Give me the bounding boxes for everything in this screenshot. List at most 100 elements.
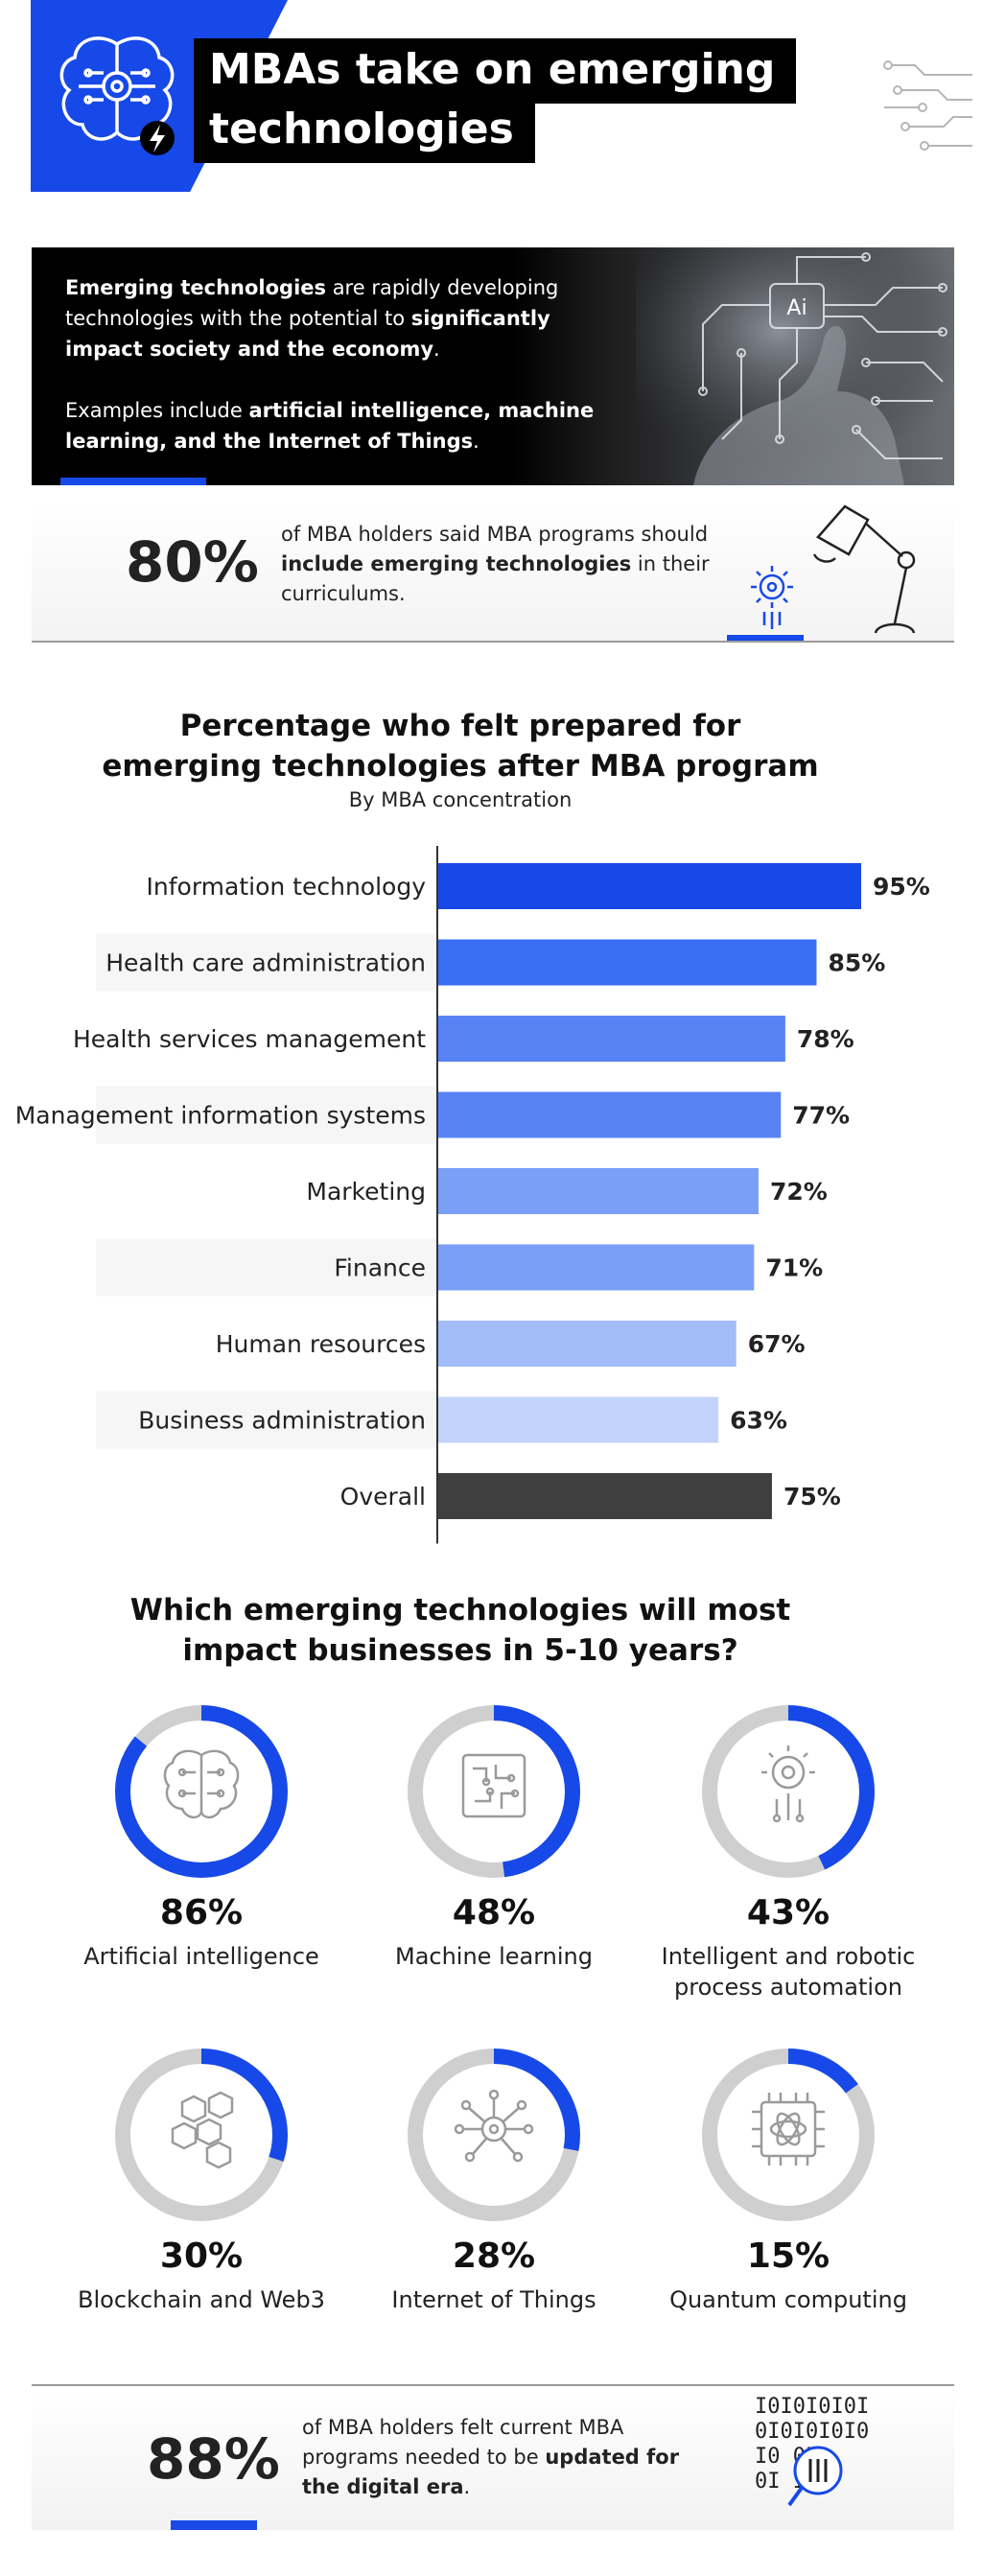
donut-item: 86% Artificial intelligence: [58, 1705, 345, 2050]
value-label: 77%: [792, 1102, 850, 1130]
donut-value-arc: [115, 1705, 288, 1878]
donut-percent: 15%: [746, 2236, 830, 2276]
bar: [437, 1091, 782, 1138]
donut-value-arc: [408, 2049, 580, 2221]
impact-title: Which emerging technologies will most im…: [129, 1593, 791, 1668]
ai-hand-circuit-image: Ai: [636, 247, 954, 485]
brain-bolt-icon: [59, 36, 175, 155]
bar: [437, 1168, 759, 1214]
header: MBAs take on emerging technologies: [0, 0, 982, 201]
brain-icon: [163, 1749, 240, 1819]
value-label: 95%: [873, 873, 930, 901]
value-label: 72%: [770, 1178, 828, 1206]
category-label: Marketing: [306, 1178, 426, 1206]
page-title-line-1: MBAs take on emerging: [194, 38, 797, 104]
circuit-board-icon: [461, 1753, 526, 1818]
category-label: Health services management: [73, 1025, 426, 1053]
chart-subtitle: By MBA concentration: [348, 788, 573, 811]
network-hub-icon: [454, 2089, 534, 2163]
bar: [437, 1473, 772, 1519]
donut-chart: [702, 1705, 875, 1878]
donut-label: Intelligent and robotic process automati…: [661, 1943, 916, 2001]
page-title-line-2: technologies: [194, 98, 535, 163]
row-band: [96, 1315, 437, 1372]
donut-item: 48% Machine learning: [350, 1705, 638, 2050]
value-label: 85%: [828, 949, 885, 977]
binary-magnifier-icon: I0I0I0I0I 0I0I0I0I0 I0 0I 0I I0: [755, 2395, 869, 2507]
donut-percent: 28%: [452, 2236, 536, 2276]
intro-text: Emerging technologies are rapidly develo…: [65, 272, 602, 457]
stat-80-section: 80% of MBA holders said MBA programs sho…: [32, 499, 954, 643]
category-label: Business administration: [138, 1407, 426, 1435]
row-band: [96, 1086, 437, 1144]
category-label: Human resources: [216, 1330, 426, 1358]
category-label: Information technology: [147, 873, 427, 901]
bar: [437, 1016, 785, 1062]
donut-percent: 86%: [159, 1893, 244, 1932]
stat-description: of MBA holders said MBA programs should …: [281, 520, 732, 609]
circuit-lines-icon: [883, 60, 972, 151]
blue-accent-tab: [60, 478, 206, 485]
value-label: 75%: [783, 1483, 841, 1510]
desk-lamp-gear-icon: [727, 504, 916, 643]
blue-accent-tab: [171, 2520, 257, 2530]
donut-label: Artificial intelligence: [83, 1943, 319, 1970]
stat-value: 80%: [126, 529, 259, 595]
value-label: 63%: [730, 1407, 787, 1435]
bar: [437, 1244, 755, 1291]
stat-text-span: of MBA holders felt current MBA programs…: [302, 2416, 624, 2469]
bar: [437, 1321, 736, 1367]
stat-88-section: 88% of MBA holders felt current MBA prog…: [32, 2386, 954, 2530]
bar: [437, 939, 817, 986]
divider-line: [32, 2384, 954, 2386]
donut-chart: [115, 2049, 288, 2221]
donut-label: Quantum computing: [669, 2286, 907, 2313]
ai-chip-label: Ai: [786, 296, 807, 320]
donut-chart: [115, 1705, 288, 1878]
donut-label: Machine learning: [394, 1943, 593, 1970]
category-label: Management information systems: [15, 1102, 426, 1130]
row-band: [96, 933, 437, 992]
row-band: [96, 1238, 437, 1297]
stat-text-span: of MBA holders said MBA programs should: [281, 523, 709, 546]
bar: [437, 1396, 719, 1443]
category-label: Health care administration: [105, 949, 426, 977]
stat-text-span: in their curriculums.: [281, 552, 710, 605]
donut-percent: 43%: [746, 1893, 830, 1932]
intro-text-span: .: [473, 430, 479, 453]
binary-row: 0I0I0I0I0: [755, 2420, 869, 2444]
intro-bold-impact: significantly impact society and the eco…: [65, 307, 550, 361]
donut-percent: 30%: [159, 2236, 244, 2276]
donut-label: Blockchain and Web3: [78, 2286, 325, 2313]
stat-bold-span: updated for the digital era: [302, 2446, 680, 2498]
donut-percent: 48%: [452, 1893, 536, 1932]
value-label: 67%: [748, 1330, 806, 1358]
value-label: 78%: [797, 1025, 854, 1053]
row-band: [96, 1162, 437, 1220]
bar-chart: Information technology 95% Health care adm…: [15, 846, 930, 1544]
intro-paragraph-2: Examples include artificial intelligence…: [65, 395, 602, 457]
donut-item: 28% Internet of Things: [350, 2049, 638, 2394]
bar: [437, 863, 861, 909]
donut-value-arc: [115, 2049, 288, 2221]
blocks-icon: [171, 2091, 234, 2169]
stat-value: 88%: [147, 2426, 280, 2492]
stat-bold-span: include emerging technologies: [281, 552, 632, 575]
row-band: [96, 1467, 437, 1525]
row-band: [96, 857, 437, 915]
row-band: [96, 1391, 437, 1449]
intro-bold-examples: artificial intelligence, machine learnin…: [65, 399, 595, 453]
donut-label: Internet of Things: [391, 2286, 596, 2313]
value-label: 71%: [765, 1254, 823, 1282]
donut-item: 43% Intelligent and robotic process autom…: [644, 1705, 932, 2050]
gear-circuit-icon: [761, 1745, 815, 1823]
divider-line: [32, 641, 954, 643]
intro-banner: Emerging technologies are rapidly develo…: [32, 247, 954, 485]
donut-chart: [408, 1705, 580, 1878]
atom-chip-icon: [752, 2093, 825, 2166]
donut-value-arc: [702, 1705, 875, 1878]
donut-item: 30% Blockchain and Web3: [58, 2049, 345, 2394]
chart-title: Percentage who felt prepared for emergin…: [102, 709, 819, 784]
donut-chart: [408, 2049, 580, 2221]
intro-paragraph-1: Emerging technologies are rapidly develo…: [65, 272, 602, 364]
